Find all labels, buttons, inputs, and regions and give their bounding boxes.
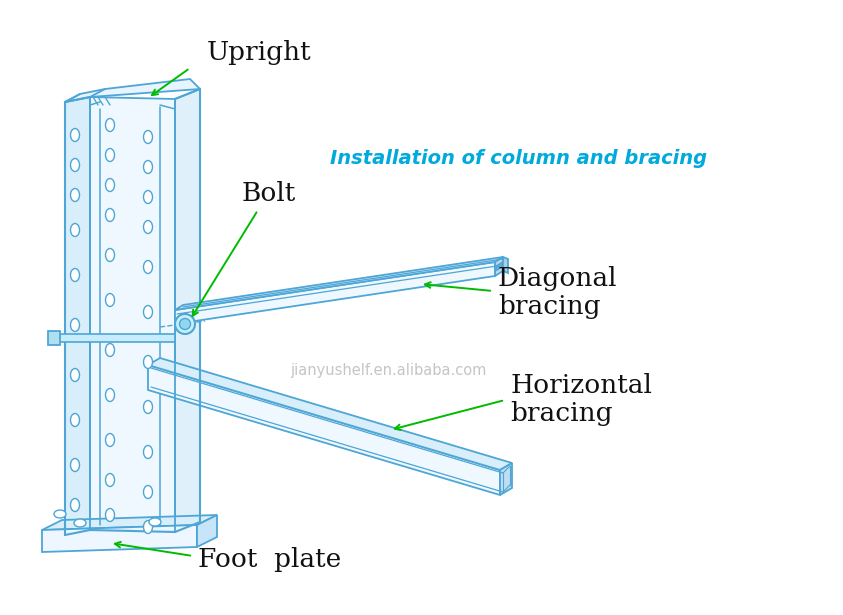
Ellipse shape (71, 499, 79, 512)
Polygon shape (48, 331, 60, 345)
Ellipse shape (105, 509, 115, 522)
Ellipse shape (105, 344, 115, 357)
Ellipse shape (71, 413, 79, 426)
Text: Installation of column and bracing: Installation of column and bracing (330, 148, 707, 167)
Ellipse shape (54, 510, 66, 518)
Ellipse shape (180, 319, 191, 330)
Ellipse shape (105, 434, 115, 446)
Ellipse shape (143, 445, 153, 459)
Ellipse shape (143, 261, 153, 274)
Ellipse shape (71, 159, 79, 172)
Ellipse shape (71, 459, 79, 472)
Polygon shape (175, 262, 495, 324)
Polygon shape (65, 79, 200, 102)
Ellipse shape (71, 269, 79, 282)
Ellipse shape (143, 400, 153, 413)
Ellipse shape (143, 485, 153, 499)
Ellipse shape (143, 221, 153, 234)
Text: Bolt: Bolt (242, 180, 296, 205)
Polygon shape (148, 358, 512, 470)
Ellipse shape (143, 191, 153, 204)
Polygon shape (175, 257, 503, 310)
Ellipse shape (105, 474, 115, 486)
Ellipse shape (143, 520, 153, 533)
Text: Foot  plate: Foot plate (198, 547, 341, 571)
Polygon shape (65, 97, 90, 535)
Polygon shape (52, 334, 175, 342)
Text: Diagonal: Diagonal (498, 266, 618, 290)
Text: bracing: bracing (510, 400, 613, 426)
Ellipse shape (105, 119, 115, 132)
Ellipse shape (105, 148, 115, 162)
Polygon shape (148, 365, 500, 495)
Polygon shape (42, 525, 197, 552)
Ellipse shape (74, 519, 86, 527)
Text: Upright: Upright (207, 39, 312, 65)
Ellipse shape (143, 355, 153, 368)
Polygon shape (495, 266, 503, 276)
Text: Horizontal: Horizontal (510, 373, 652, 397)
Polygon shape (197, 515, 217, 547)
Ellipse shape (149, 518, 161, 526)
Ellipse shape (71, 129, 79, 141)
Ellipse shape (71, 319, 79, 331)
Polygon shape (495, 257, 503, 269)
Polygon shape (175, 89, 200, 532)
Polygon shape (42, 515, 217, 530)
Ellipse shape (71, 368, 79, 381)
Ellipse shape (105, 178, 115, 191)
Polygon shape (90, 97, 175, 532)
Polygon shape (503, 257, 508, 273)
Text: jianyushelf.en.alibaba.com: jianyushelf.en.alibaba.com (290, 362, 486, 378)
Ellipse shape (143, 130, 153, 143)
Ellipse shape (71, 189, 79, 202)
Ellipse shape (105, 248, 115, 261)
Ellipse shape (105, 389, 115, 402)
Ellipse shape (71, 223, 79, 237)
Polygon shape (495, 257, 503, 267)
Text: bracing: bracing (498, 293, 600, 319)
Polygon shape (500, 463, 512, 495)
Ellipse shape (143, 306, 153, 319)
Ellipse shape (143, 161, 153, 173)
Ellipse shape (175, 314, 195, 334)
Ellipse shape (105, 293, 115, 306)
Ellipse shape (105, 208, 115, 221)
